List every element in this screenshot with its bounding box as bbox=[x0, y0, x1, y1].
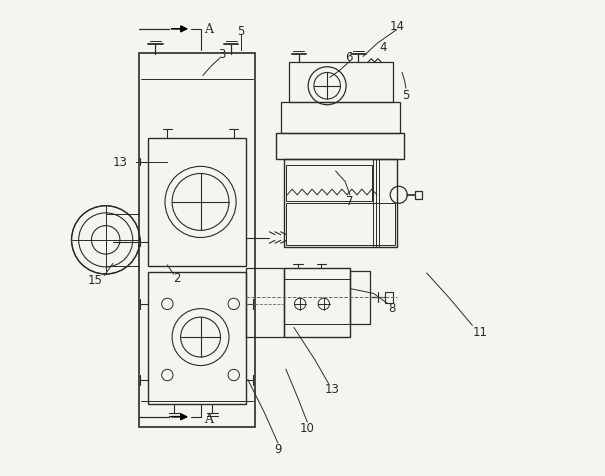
Bar bbox=[416, 192, 422, 199]
Bar bbox=[350, 271, 370, 324]
Text: 6: 6 bbox=[345, 51, 353, 64]
Text: A: A bbox=[204, 23, 213, 36]
Bar bbox=[246, 269, 284, 337]
Text: 4: 4 bbox=[379, 41, 387, 54]
Bar bbox=[148, 139, 246, 267]
Text: 3: 3 bbox=[218, 48, 226, 61]
Text: 2: 2 bbox=[173, 272, 180, 285]
Text: 8: 8 bbox=[388, 302, 395, 315]
Bar bbox=[284, 269, 350, 337]
Text: 14: 14 bbox=[390, 20, 405, 33]
Text: 13: 13 bbox=[324, 382, 339, 395]
Text: 9: 9 bbox=[274, 442, 281, 455]
Text: 15: 15 bbox=[87, 273, 102, 286]
Text: 5: 5 bbox=[237, 25, 244, 38]
Text: 13: 13 bbox=[113, 156, 128, 169]
Bar bbox=[281, 103, 400, 134]
Bar bbox=[276, 134, 405, 160]
Text: A: A bbox=[204, 412, 213, 425]
Text: 11: 11 bbox=[473, 325, 488, 338]
Bar bbox=[289, 63, 393, 103]
Bar bbox=[286, 166, 372, 201]
Bar bbox=[148, 272, 246, 405]
Bar bbox=[284, 160, 397, 248]
Text: 7: 7 bbox=[346, 195, 354, 208]
Text: 10: 10 bbox=[300, 421, 315, 434]
Text: 5: 5 bbox=[402, 89, 410, 101]
Bar bbox=[385, 292, 393, 303]
Bar bbox=[286, 203, 395, 245]
Bar bbox=[139, 53, 255, 427]
